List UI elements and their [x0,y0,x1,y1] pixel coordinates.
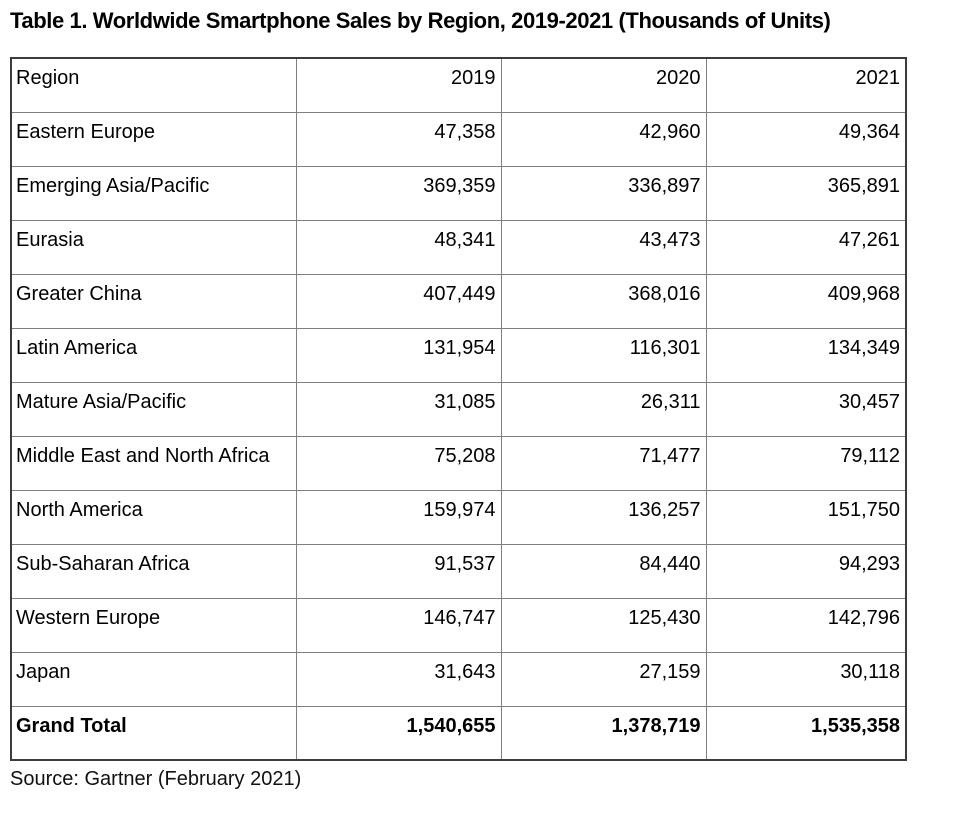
value-cell: 146,747 [295,597,502,653]
smartphone-sales-table: Region 2019 2020 2021 Eastern Europe 47,3… [10,57,907,761]
region-cell: Greater China [10,273,297,329]
value-cell: 136,257 [500,489,707,545]
value-cell: 1,378,719 [500,705,707,761]
region-cell: Grand Total [10,705,297,761]
value-cell: 369,359 [295,165,502,221]
value-cell: 94,293 [705,543,907,599]
column-header-region: Region [10,57,297,113]
table-body: Eastern Europe 47,358 42,960 49,364 Emerging… [10,111,907,761]
column-header-2021: 2021 [705,57,907,113]
value-cell: 79,112 [705,435,907,491]
region-cell: Eurasia [10,219,297,275]
value-cell: 30,457 [705,381,907,437]
value-cell: 407,449 [295,273,502,329]
value-cell: 1,540,655 [295,705,502,761]
table-row: Middle East and North Africa 75,208 71,477… [10,435,907,491]
table-row: Sub-Saharan Africa 91,537 84,440 94,293 [10,543,907,599]
value-cell: 142,796 [705,597,907,653]
value-cell: 71,477 [500,435,707,491]
region-cell: Emerging Asia/Pacific [10,165,297,221]
value-cell: 365,891 [705,165,907,221]
region-cell: North America [10,489,297,545]
region-cell: Sub-Saharan Africa [10,543,297,599]
source-note: Source: Gartner (February 2021) [10,768,302,790]
value-cell: 43,473 [500,219,707,275]
region-cell: Japan [10,651,297,707]
column-header-2020: 2020 [500,57,707,113]
value-cell: 1,535,358 [705,705,907,761]
table-row: Greater China 407,449 368,016 409,968 [10,273,907,329]
value-cell: 31,643 [295,651,502,707]
value-cell: 27,159 [500,651,707,707]
value-cell: 47,261 [705,219,907,275]
table-row: Eastern Europe 47,358 42,960 49,364 [10,111,907,167]
value-cell: 125,430 [500,597,707,653]
value-cell: 91,537 [295,543,502,599]
table-title: Table 1. Worldwide Smartphone Sales by R… [10,8,831,33]
region-cell: Eastern Europe [10,111,297,167]
value-cell: 42,960 [500,111,707,167]
value-cell: 30,118 [705,651,907,707]
value-cell: 84,440 [500,543,707,599]
grand-total-row: Grand Total 1,540,655 1,378,719 1,535,358 [10,705,907,761]
value-cell: 47,358 [295,111,502,167]
table-row: North America 159,974 136,257 151,750 [10,489,907,545]
region-cell: Mature Asia/Pacific [10,381,297,437]
value-cell: 75,208 [295,435,502,491]
region-cell: Western Europe [10,597,297,653]
value-cell: 151,750 [705,489,907,545]
value-cell: 368,016 [500,273,707,329]
table-row: Western Europe 146,747 125,430 142,796 [10,597,907,653]
value-cell: 49,364 [705,111,907,167]
value-cell: 48,341 [295,219,502,275]
region-cell: Latin America [10,327,297,383]
value-cell: 159,974 [295,489,502,545]
table-row: Japan 31,643 27,159 30,118 [10,651,907,707]
page: Table 1. Worldwide Smartphone Sales by R… [10,8,907,790]
column-header-2019: 2019 [295,57,502,113]
region-cell: Middle East and North Africa [10,435,297,491]
table-row: Eurasia 48,341 43,473 47,261 [10,219,907,275]
header-row: Region 2019 2020 2021 [10,57,907,113]
value-cell: 31,085 [295,381,502,437]
value-cell: 26,311 [500,381,707,437]
value-cell: 131,954 [295,327,502,383]
value-cell: 134,349 [705,327,907,383]
table-row: Latin America 131,954 116,301 134,349 [10,327,907,383]
value-cell: 409,968 [705,273,907,329]
table-row: Mature Asia/Pacific 31,085 26,311 30,457 [10,381,907,437]
value-cell: 116,301 [500,327,707,383]
value-cell: 336,897 [500,165,707,221]
table-row: Emerging Asia/Pacific 369,359 336,897 365,8… [10,165,907,221]
